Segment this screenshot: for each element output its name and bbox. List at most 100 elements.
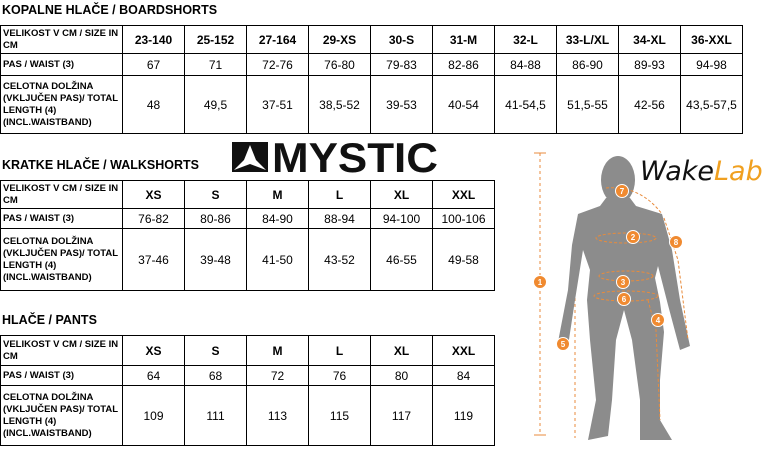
size-value: 84-88 <box>494 53 557 76</box>
size-header: 27-164 <box>246 25 309 54</box>
size-value: 117 <box>370 385 433 446</box>
size-value: 46-55 <box>370 228 433 291</box>
size-header: 33-L/XL <box>556 25 619 54</box>
row-label: CELOTNA DOLŽINA (VKLJUČEN PAS)/ TOTAL LENG… <box>0 385 123 446</box>
size-header: 34-XL <box>618 25 681 54</box>
marker-label: 6 <box>622 295 627 304</box>
size-value: 43-52 <box>308 228 371 291</box>
label-line: CELOTNA DOLŽINA <box>3 80 94 92</box>
label-line: LENGTH (4) <box>3 259 57 271</box>
size-value: 41-54,5 <box>494 75 557 134</box>
table-row: PAS / WAIST (3) 76-82 80-86 84-90 88-94 94-10… <box>0 208 495 229</box>
marker <box>651 313 665 327</box>
size-header: S <box>184 180 247 209</box>
size-header: S <box>184 335 247 366</box>
brand-wake: Wake <box>640 156 714 187</box>
size-value: 89-93 <box>618 53 681 76</box>
size-value: 68 <box>184 365 247 386</box>
section-title: HLAČE / PANTS <box>2 313 97 327</box>
size-value: 72 <box>246 365 309 386</box>
size-value: 94-100 <box>370 208 433 229</box>
row-label: VELIKOST V CM / SIZE IN CM <box>0 25 123 54</box>
size-value: 76 <box>308 365 371 386</box>
section-title: KRATKE HLAČE / WALKSHORTS <box>2 158 199 172</box>
chest-line <box>595 232 657 244</box>
marker <box>616 275 630 289</box>
table-row: PAS / WAIST (3) 67 71 72-76 76-80 79-83 82-86 8… <box>0 53 743 76</box>
size-header: L <box>308 335 371 366</box>
size-value: 94-98 <box>680 53 743 76</box>
marker <box>617 292 631 306</box>
table-row: VELIKOST V CM / SIZE IN CM XS S M L XL XXL <box>0 335 495 366</box>
size-value: 43,5-57,5 <box>680 75 743 134</box>
body <box>558 198 690 440</box>
row-label: PAS / WAIST (3) <box>0 53 123 76</box>
label-line: CELOTNA DOLŽINA <box>3 235 94 247</box>
table-row: CELOTNA DOLŽINA (VKLJUČEN PAS)/ TOTAL LENG… <box>0 385 495 446</box>
size-value: 67 <box>122 53 185 76</box>
label-line: VELIKOST V CM / SIZE IN <box>3 27 119 39</box>
size-header: XL <box>370 335 433 366</box>
label-line: LENGTH (4) <box>3 415 57 427</box>
section-title: KOPALNE HLAČE / BOARDSHORTS <box>2 3 218 17</box>
size-value: 42-56 <box>618 75 681 134</box>
size-value: 119 <box>432 385 495 446</box>
label-line: (INCL.WAISTBAND) <box>3 427 92 439</box>
size-header: L <box>308 180 371 209</box>
size-value: 84-90 <box>246 208 309 229</box>
table-row: VELIKOST V CM / SIZE IN CM 23-140 25-152 27-… <box>0 25 743 54</box>
size-value: 109 <box>122 385 185 446</box>
label-line: (VKLJUČEN PAS)/ TOTAL <box>3 92 119 104</box>
size-value: 111 <box>184 385 247 446</box>
marker-label: 7 <box>620 187 625 196</box>
label-line: CM <box>3 39 18 51</box>
brand-lab: Lab <box>714 156 763 187</box>
size-value: 115 <box>308 385 371 446</box>
marker-label: 8 <box>674 238 679 247</box>
size-value: 113 <box>246 385 309 446</box>
size-header: 31-M <box>432 25 495 54</box>
table-row: CELOTNA DOLŽINA (VKLJUČEN PAS)/ TOTAL LENG… <box>0 228 495 291</box>
size-value: 100-106 <box>432 208 495 229</box>
size-value: 72-76 <box>246 53 309 76</box>
table-row: CELOTNA DOLŽINA (VKLJUČEN PAS)/ TOTAL LENG… <box>0 75 743 134</box>
label-line: (VKLJUČEN PAS)/ TOTAL <box>3 247 119 259</box>
size-value: 51,5-55 <box>556 75 619 134</box>
size-value: 71 <box>184 53 247 76</box>
brand: WakeLab <box>640 156 763 187</box>
size-value: 37-46 <box>122 228 185 291</box>
label-line: VELIKOST V CM / SIZE IN <box>3 338 119 350</box>
size-header: XXL <box>432 335 495 366</box>
row-label: CELOTNA DOLŽINA (VKLJUČEN PAS)/ TOTAL LENG… <box>0 75 123 134</box>
size-value: 80-86 <box>184 208 247 229</box>
row-label: VELIKOST V CM / SIZE IN CM <box>0 335 123 366</box>
size-header: XXL <box>432 180 495 209</box>
size-table: VELIKOST V CM / SIZE IN CM XS S M L XL XXL PAS /… <box>0 335 495 446</box>
marker <box>626 230 640 244</box>
size-value: 84 <box>432 365 495 386</box>
size-value: 49-58 <box>432 228 495 291</box>
leg-line <box>647 299 661 421</box>
size-value: 38,5-52 <box>308 75 371 134</box>
marker <box>615 184 629 198</box>
size-table: VELIKOST V CM / SIZE IN CM XS S M L XL XXL PAS /… <box>0 180 495 291</box>
label-line: (VKLJUČEN PAS)/ TOTAL <box>3 403 119 415</box>
row-label: PAS / WAIST (3) <box>0 208 123 229</box>
marker <box>533 275 547 289</box>
label-line: CM <box>3 194 18 206</box>
label-line: (INCL.WAISTBAND) <box>3 116 92 128</box>
size-header: 30-S <box>370 25 433 54</box>
marker-label: 3 <box>621 278 626 287</box>
table-row: VELIKOST V CM / SIZE IN CM XS S M L XL XXL <box>0 180 495 209</box>
size-value: 88-94 <box>308 208 371 229</box>
label-line: CM <box>3 350 18 362</box>
size-value: 64 <box>122 365 185 386</box>
row-label: CELOTNA DOLŽINA (VKLJUČEN PAS)/ TOTAL LENG… <box>0 228 123 291</box>
marker <box>556 337 570 351</box>
size-header: 29-XS <box>308 25 371 54</box>
table-row: PAS / WAIST (3) 64 68 72 76 80 84 <box>0 365 495 386</box>
label-line: (INCL.WAISTBAND) <box>3 271 92 283</box>
size-value: 76-82 <box>122 208 185 229</box>
size-value: 86-90 <box>556 53 619 76</box>
row-label: PAS / WAIST (3) <box>0 365 123 386</box>
